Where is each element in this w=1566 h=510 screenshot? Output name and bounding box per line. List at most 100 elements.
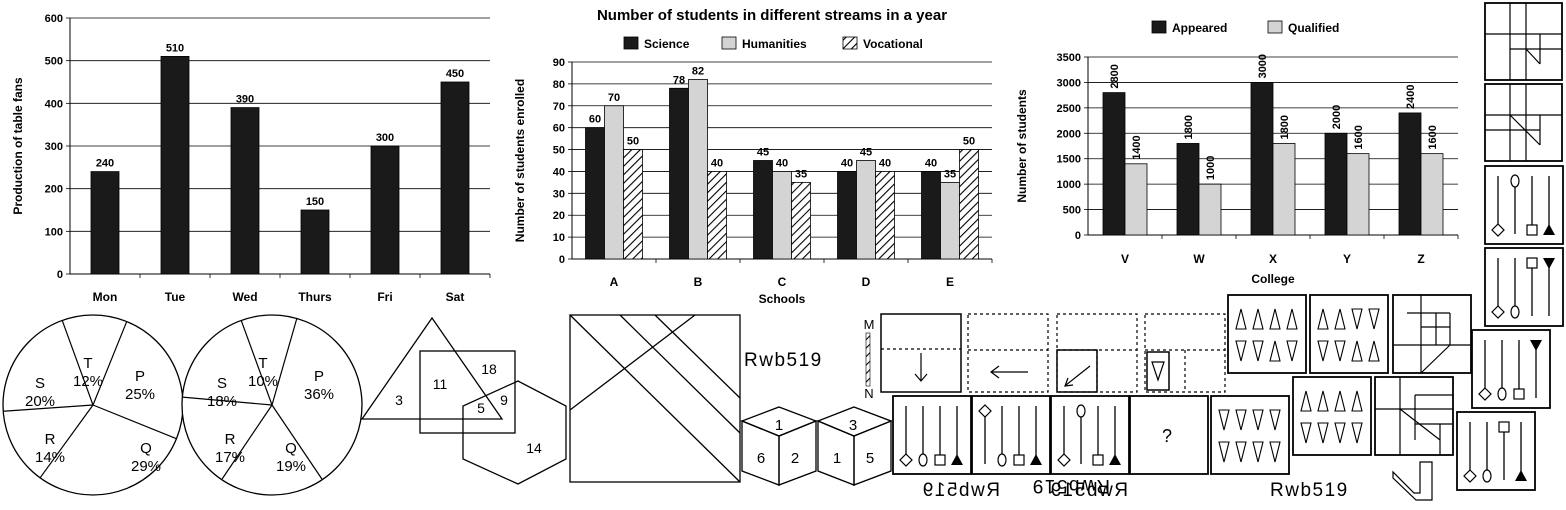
pie-slice-label: Q: [140, 440, 152, 457]
y-axis-label: Number of students: [1015, 89, 1029, 203]
x-tick-label: X: [1269, 252, 1277, 266]
data-label: 1600: [1353, 125, 1365, 149]
bar: [604, 105, 624, 260]
venn-hexagon-only: 14: [526, 440, 542, 456]
triangle-box-3: [1292, 376, 1372, 456]
triangle-down-icon: [1368, 308, 1380, 330]
stick-box-2: [971, 395, 1051, 475]
legend-label: Vocational: [863, 37, 923, 51]
box: [1309, 294, 1389, 374]
bar: [440, 81, 470, 275]
diamond-icon: [1478, 387, 1492, 401]
bar: [791, 181, 811, 260]
y-tick-label: 10: [553, 232, 565, 244]
venn-square-hexagon: 9: [500, 392, 508, 408]
y-tick-label: 0: [1075, 230, 1081, 242]
y-tick-label: 40: [553, 166, 565, 178]
y-tick-label: 200: [45, 184, 63, 196]
bar: [940, 181, 960, 260]
triangle-down-icon: [1235, 441, 1247, 463]
bar: [1346, 153, 1370, 236]
filled-triangle-icon: [1109, 454, 1121, 465]
filled-triangle-icon: [1515, 470, 1527, 481]
bar: [1198, 183, 1222, 236]
box: [892, 395, 972, 475]
cube-2-right: 5: [866, 450, 874, 467]
stick-series: [892, 165, 1564, 491]
pie-slice-label: P: [314, 368, 324, 385]
y-tick-label: 70: [553, 101, 565, 113]
bar: [688, 79, 708, 260]
bar: [1324, 132, 1348, 236]
mirror-word: Rwb519: [744, 350, 823, 371]
oval-icon: [1510, 305, 1520, 319]
triangle-box-1: [1227, 294, 1307, 374]
cube-1: 1 6 2: [740, 406, 818, 486]
pie-slice-boundary: [182, 396, 273, 406]
venn-triangle-only: 3: [395, 392, 403, 408]
square-icon: [1092, 454, 1104, 466]
legend-swatch: [721, 36, 737, 50]
pie-slice-label: T: [258, 355, 267, 372]
venn-all-three: 5: [477, 400, 485, 416]
y-tick-label: 300: [45, 141, 63, 153]
square-icon: [1513, 388, 1525, 400]
bar: [875, 171, 895, 260]
data-label: 240: [96, 158, 114, 170]
y-tick-label: 2500: [1057, 103, 1081, 115]
triangle-down-icon: [1317, 422, 1329, 444]
bar: [90, 171, 120, 275]
cube-2-top: 3: [849, 417, 857, 434]
data-label: 40: [925, 157, 937, 169]
stick-box-4: [1484, 165, 1564, 245]
pie-slice-value: 12%: [73, 373, 103, 390]
legend-label: Qualified: [1288, 21, 1339, 35]
venn-hexagon: [462, 380, 567, 485]
arrow-series: [880, 313, 1226, 393]
cube-2-left: 1: [833, 450, 841, 467]
venn-triangle: [360, 316, 504, 420]
pie-slice-value: 19%: [276, 458, 306, 475]
triangle-down-icon: [1252, 441, 1264, 463]
box: [1484, 247, 1564, 327]
oval-icon: [1482, 469, 1492, 483]
mirror-options: Rwb519 Rwb519 Rwb519 Rwb519: [921, 475, 1347, 501]
data-label: 300: [376, 132, 394, 144]
triangle-down-icon: [1235, 340, 1247, 362]
x-tick-label: V: [1121, 252, 1129, 266]
venn-square: [419, 350, 516, 434]
data-label: 390: [236, 94, 254, 106]
data-label: 1000: [1205, 156, 1217, 180]
pie-slice-value: 20%: [25, 393, 55, 410]
triangle-down-icon: [1286, 340, 1298, 362]
pie-slice-boundary: [92, 404, 177, 440]
data-label: 2000: [1331, 105, 1343, 129]
pie-slice-boundary: [271, 318, 298, 406]
venn-triangle-square: 11: [433, 376, 448, 392]
chart-colleges: 0 500 1000 1500 2000 2500 3000 3500 V 2800 1400 W 18…: [1015, 20, 1459, 286]
data-label: 2400: [1405, 84, 1417, 108]
mirror-option-3: Rwb519: [1049, 480, 1128, 501]
filled-triangle-icon: [951, 454, 963, 465]
pie-slice-label: S: [217, 375, 227, 392]
data-label: 2800: [1109, 64, 1121, 88]
y-tick-label: 500: [1063, 205, 1081, 217]
data-label: 45: [757, 147, 769, 159]
y-tick-label: 2000: [1057, 128, 1081, 140]
legend-label: Appeared: [1172, 21, 1227, 35]
triangle-down-icon: [1269, 409, 1281, 431]
box: [1456, 411, 1536, 491]
mirror-option-1: Rwb519: [921, 480, 1000, 501]
y-tick-label: 0: [57, 269, 63, 281]
y-tick-label: 30: [553, 188, 565, 200]
pie-chart-2: T10% P36% Q19% R17% S18%: [181, 314, 363, 496]
cube-1-right: 2: [791, 450, 799, 467]
triangle-up-icon: [1368, 340, 1380, 362]
legend-swatch: [623, 36, 639, 50]
legend-swatch: [1267, 20, 1283, 34]
triangle-up-icon: [1351, 340, 1363, 362]
square-icon: [1498, 421, 1510, 433]
data-label: 35: [795, 168, 807, 180]
oval-icon: [918, 453, 928, 467]
